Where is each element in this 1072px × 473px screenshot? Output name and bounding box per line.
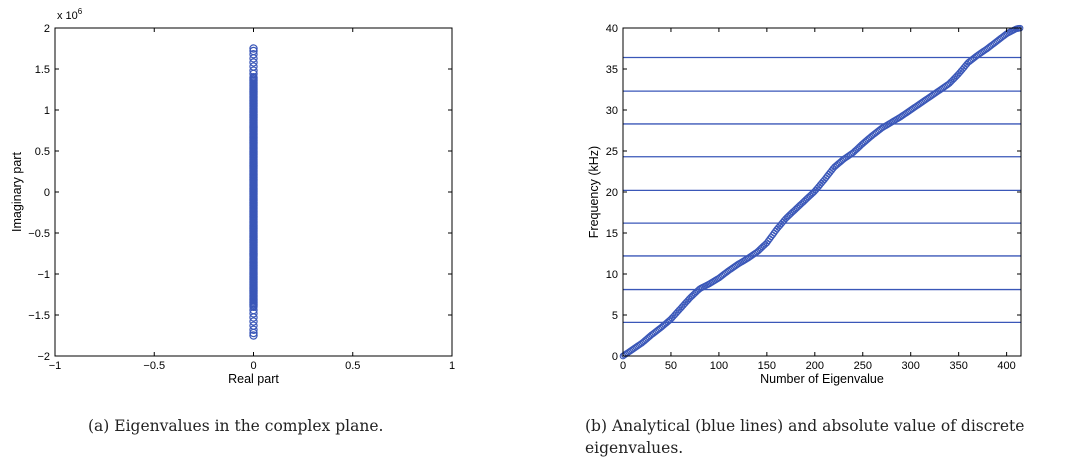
eigenvalue-point (249, 328, 258, 338)
y-tick-label: 5 (612, 310, 618, 322)
chart-a-y-axis-label: Imaginary part (10, 152, 24, 232)
chart-b-analytical-lines (623, 56, 1021, 324)
x-tick-label: 400 (997, 360, 1015, 372)
chart-b-discrete-points (619, 24, 1024, 360)
x-tick-label: 200 (806, 360, 824, 372)
y-tick-label: 0 (612, 351, 618, 363)
chart-a-x-axis-label: Real part (228, 372, 279, 386)
y-tick-label: −1 (37, 269, 50, 281)
y-tick-label: −2 (37, 351, 50, 363)
x-tick-label: 0.5 (345, 360, 360, 372)
y-tick-label: 10 (606, 269, 618, 281)
chart-b-x-ticks: 0 50 100 150 200 250 300 350 400 (620, 28, 1016, 372)
x-tick-label: 0 (250, 360, 256, 372)
chart-b-y-axis-label: Frequency (kHz) (587, 146, 601, 238)
x-tick-label: −1 (49, 360, 62, 372)
x-tick-label: 300 (902, 360, 920, 372)
y-tick-label: 1 (44, 105, 50, 117)
chart-b-x-axis-label: Number of Eigenvalue (760, 372, 884, 386)
eigenvalue-point (249, 58, 258, 67)
x-tick-label: 1 (449, 360, 455, 372)
chart-frequency-vs-eigenvalue: 0 50 100 150 200 250 300 350 400 0 5 10 15 20 25 30 35 4… (587, 23, 1024, 386)
y-tick-label: 2 (44, 23, 50, 35)
eigenvalue-point (249, 50, 258, 59)
eigenvalue-point (249, 331, 258, 340)
y-tick-label: 30 (606, 105, 618, 117)
y-tick-label: −0.5 (28, 228, 50, 240)
x-tick-label: 50 (665, 360, 677, 372)
caption-a: (a) Eigenvalues in the complex plane. (88, 417, 384, 435)
chart-b-y-ticks: 0 5 10 15 20 25 30 35 40 (606, 23, 1021, 363)
chart-a-y-ticks: −2 −1.5 −1 −0.5 0 0.5 1 1.5 2 (28, 23, 452, 363)
y-tick-label: 35 (606, 64, 618, 76)
y-tick-label: 20 (606, 187, 618, 199)
caption-b: (b) Analytical (blue lines) and absolute… (585, 417, 1025, 457)
eigenvalue-point (249, 309, 258, 318)
y-tick-label: 15 (606, 228, 618, 240)
eigenvalue-point (249, 72, 258, 82)
chart-a-multiplier-label: x 106 (57, 7, 83, 22)
x-tick-label: 100 (710, 360, 728, 372)
y-tick-label: 40 (606, 23, 618, 35)
eigenvalue-point (249, 69, 258, 79)
y-tick-label: 0 (44, 187, 50, 199)
y-tick-label: 1.5 (35, 64, 50, 76)
eigenvalue-point (249, 54, 258, 63)
eigenvalue-point (249, 313, 258, 322)
x-tick-label: 350 (949, 360, 967, 372)
y-tick-label: −1.5 (28, 310, 50, 322)
eigenvalue-point (249, 317, 258, 326)
chart-eigenvalues-complex-plane: −1 −0.5 0 0.5 1 −2−1.5−1−0.500.511.52 x 106 … (10, 7, 455, 386)
eigenvalue-point (249, 66, 258, 75)
x-tick-label: 150 (758, 360, 776, 372)
y-tick-label: 25 (606, 146, 618, 158)
x-tick-label: −0.5 (143, 360, 165, 372)
eigenvalue-point (249, 325, 258, 334)
chart-a-points (249, 44, 258, 340)
eigenvalue-point (249, 44, 258, 53)
x-tick-label: 250 (854, 360, 872, 372)
chart-a-x-ticks: −1 −0.5 0 0.5 1 (49, 28, 455, 372)
y-tick-label: 0.5 (35, 146, 50, 158)
x-tick-label: 0 (620, 360, 626, 372)
